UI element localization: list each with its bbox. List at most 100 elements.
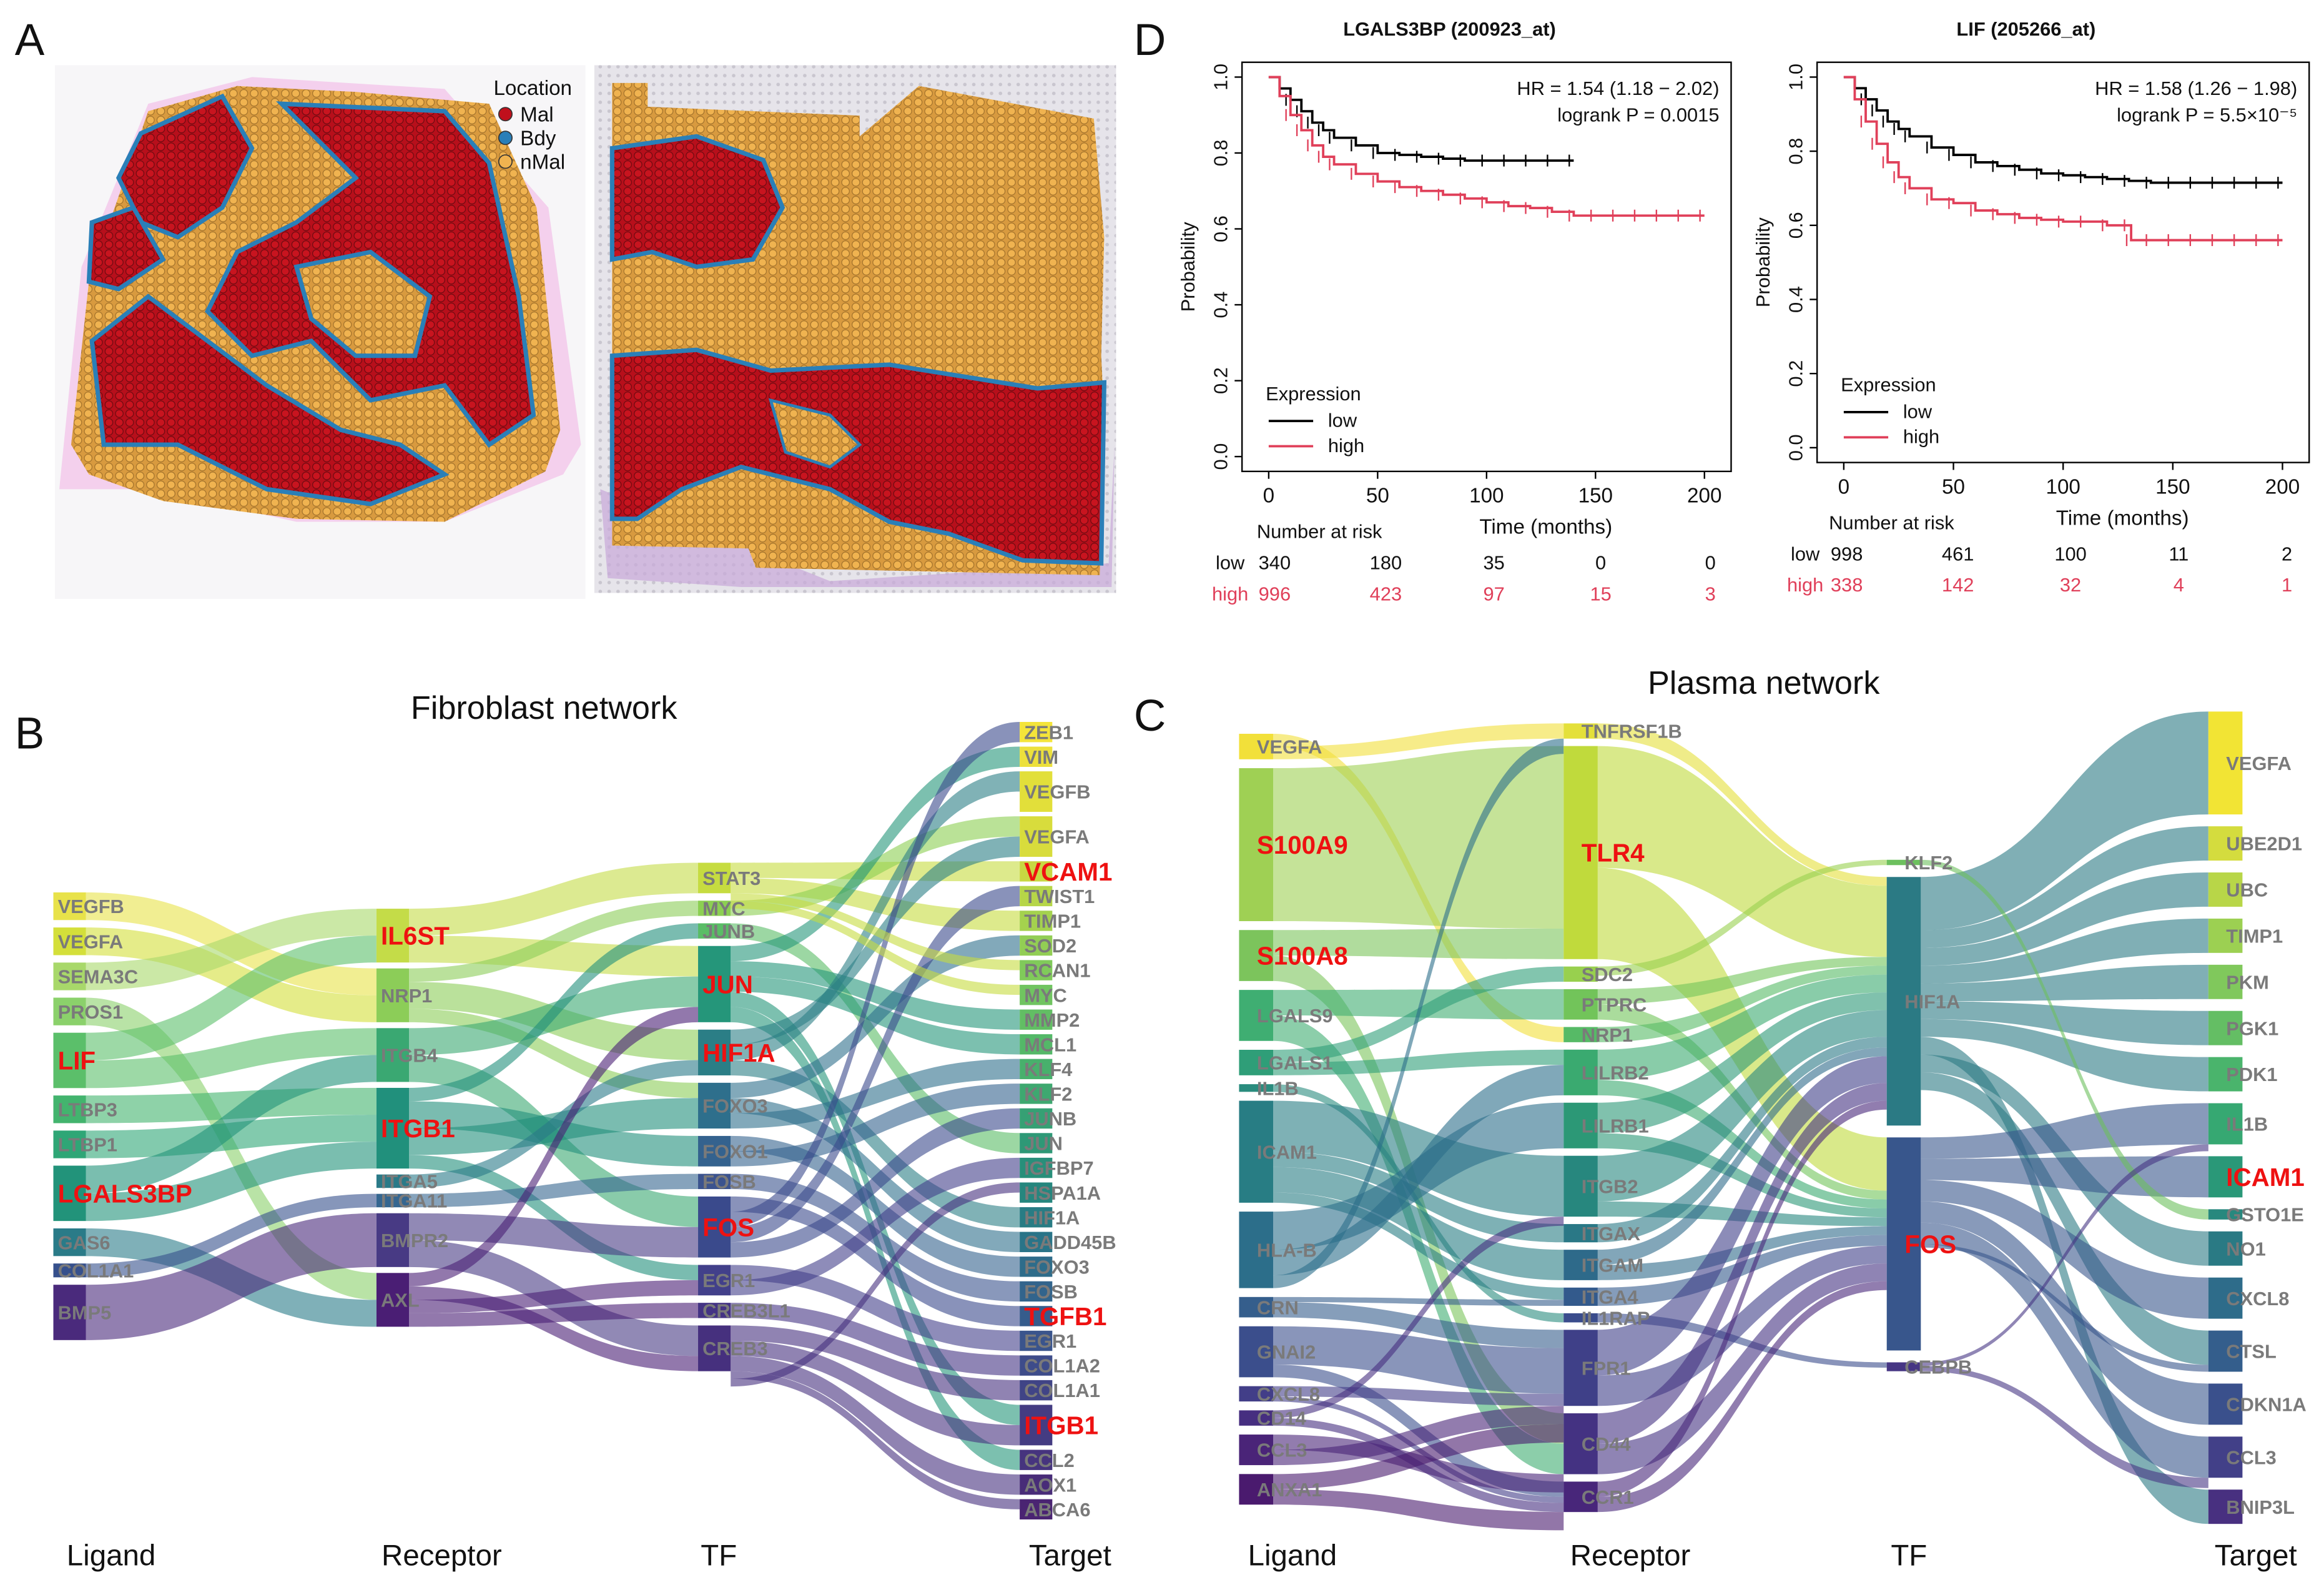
sankey-node (1020, 1108, 1053, 1129)
sankey-node-label: ITGA4 (1582, 1286, 1638, 1308)
sankey-link (1273, 1424, 1564, 1489)
sankey-node-label: VEGFA (2226, 753, 2292, 774)
sankey-node-label: LIF (58, 1047, 96, 1075)
sankey-column-label: TF (1891, 1539, 1927, 1573)
sankey-link (1597, 723, 1887, 886)
sankey-link (86, 1028, 377, 1089)
sankey-link (1921, 1201, 2208, 1425)
sankey-node (1020, 771, 1053, 812)
sankey-node-label: KLF2 (1904, 852, 1952, 874)
km-x-tick-label: 100 (2046, 475, 2080, 498)
sankey-link (731, 877, 1020, 931)
km-y-tick-label: 0.0 (1785, 434, 1806, 461)
sankey-node (376, 1273, 410, 1327)
sankey-node-label: MYC (702, 898, 746, 920)
km-y-tick-label: 0.6 (1785, 212, 1806, 239)
km-y-tick-label: 1.0 (1785, 64, 1806, 91)
sankey-node (1020, 816, 1053, 857)
sankey-node-label: FOS (1904, 1230, 1956, 1258)
sankey-link (86, 1213, 377, 1340)
sankey-column-label: Ligand (67, 1539, 156, 1573)
sankey-link (1597, 974, 1887, 1080)
km-x-tick-label: 0 (1838, 475, 1849, 498)
sankey-node (698, 1303, 731, 1318)
sankey-node-label: ABCA6 (1024, 1499, 1090, 1521)
km-y-tick-label: 0.0 (1209, 443, 1231, 470)
sankey-node-label: COL1A1 (58, 1260, 134, 1281)
sankey-link (1597, 1281, 1887, 1513)
sankey-link (1273, 738, 1564, 1288)
sankey-link (1921, 1019, 2208, 1092)
sankey-link (1597, 965, 1887, 1042)
sankey-node (1239, 990, 1274, 1041)
sankey-node-label: AOX1 (1024, 1474, 1076, 1496)
sankey-link (409, 862, 699, 936)
sankey-link (409, 1007, 699, 1286)
sankey-node-label: SEMA3C (58, 966, 139, 988)
sankey-link (1597, 1245, 1887, 1406)
sankey-link (1597, 957, 1887, 1005)
sankey-node (1563, 1224, 1598, 1243)
sankey-link (731, 721, 1020, 1227)
tissue-right-purple-edge (600, 445, 1115, 587)
sankey-node (2208, 1010, 2243, 1045)
km-risk-row-label: high (1212, 583, 1248, 605)
km-x-tick-label: 150 (1578, 485, 1613, 508)
sankey-node (1886, 1362, 1921, 1371)
legend-mal-swatch (498, 107, 513, 122)
sankey-link (731, 1325, 1020, 1401)
km-hr-text: HR = 1.58 (1.26 − 1.98) (2095, 77, 2297, 99)
km-plot-1: LIF (205266_at) 0.0 0.2 0.4 0.6 0.8 1.0 Probabi… (1752, 18, 2310, 596)
sankey-node-label: HIF1A (1024, 1207, 1080, 1228)
km-x-tick-label: 200 (2265, 475, 2300, 498)
sankey-node-label: IGFBP7 (1024, 1157, 1093, 1179)
sankey-node (1020, 1449, 1053, 1470)
panel-label-b: B (15, 709, 45, 759)
sankey-node (53, 997, 86, 1025)
sankey-node-label: ZEB1 (1024, 721, 1073, 743)
sankey-link (1597, 746, 1887, 957)
km-title: LIF (205266_at) (1956, 18, 2095, 40)
sankey-node-label: HIF1A (1904, 990, 1960, 1012)
sankey-node (53, 962, 86, 990)
sankey-node (2208, 1436, 2243, 1478)
sankey-link (1597, 859, 1887, 976)
legend-bdy-label: Bdy (520, 127, 556, 151)
sankey-node (698, 1029, 731, 1075)
sankey-nodes: VEGFB VEGFA SEMA3C PROS1 LIF LTBP3 LTBP1 LGALS3… (53, 721, 1116, 1573)
sankey-link (731, 1303, 1020, 1376)
sankey-node-label: CREB3L1 (702, 1300, 790, 1321)
sankey-node-label: PKM (2226, 971, 2269, 993)
legend-nmal-label: nMal (520, 151, 565, 174)
sankey-link (409, 1213, 699, 1258)
sankey-node (376, 968, 410, 1022)
sankey-node (2208, 826, 2243, 861)
sankey-node-label: ICAM1 (1257, 1141, 1317, 1163)
sankey-node-label: EGR1 (1024, 1330, 1076, 1352)
sankey-column-label: Receptor (382, 1539, 502, 1573)
sankey-link (1597, 1100, 1887, 1497)
km-hr-text: HR = 1.54 (1.18 − 2.02) (1517, 77, 1719, 99)
legend-location-title: Location (493, 77, 572, 100)
panel-label-d: D (1134, 16, 1166, 65)
km-risk-value: 461 (1942, 543, 1974, 565)
sankey-link (1921, 1001, 2208, 1045)
sankey-node (1239, 768, 1274, 921)
sankey-node-label: GADD45B (1024, 1232, 1116, 1253)
sankey-node (2208, 1489, 2243, 1524)
sankey-node-label: TWIST1 (1024, 886, 1095, 907)
sankey-node-label: LGALS1 (1257, 1052, 1333, 1074)
sankey-link (86, 1087, 377, 1123)
sankey-node-label: BNIP3L (2226, 1496, 2295, 1518)
sankey-link (731, 1173, 1020, 1302)
sankey-node (376, 1213, 410, 1267)
sankey-link (731, 1157, 1020, 1296)
sankey-node (1020, 984, 1053, 1005)
sankey-node (1020, 1474, 1053, 1495)
sankey-links (1273, 711, 2208, 1531)
sankey-link (731, 1060, 1020, 1228)
km-xlabel: Time (months) (1479, 516, 1612, 539)
sankey-node-label: STAT3 (702, 867, 761, 889)
sankey-node (376, 1087, 410, 1169)
